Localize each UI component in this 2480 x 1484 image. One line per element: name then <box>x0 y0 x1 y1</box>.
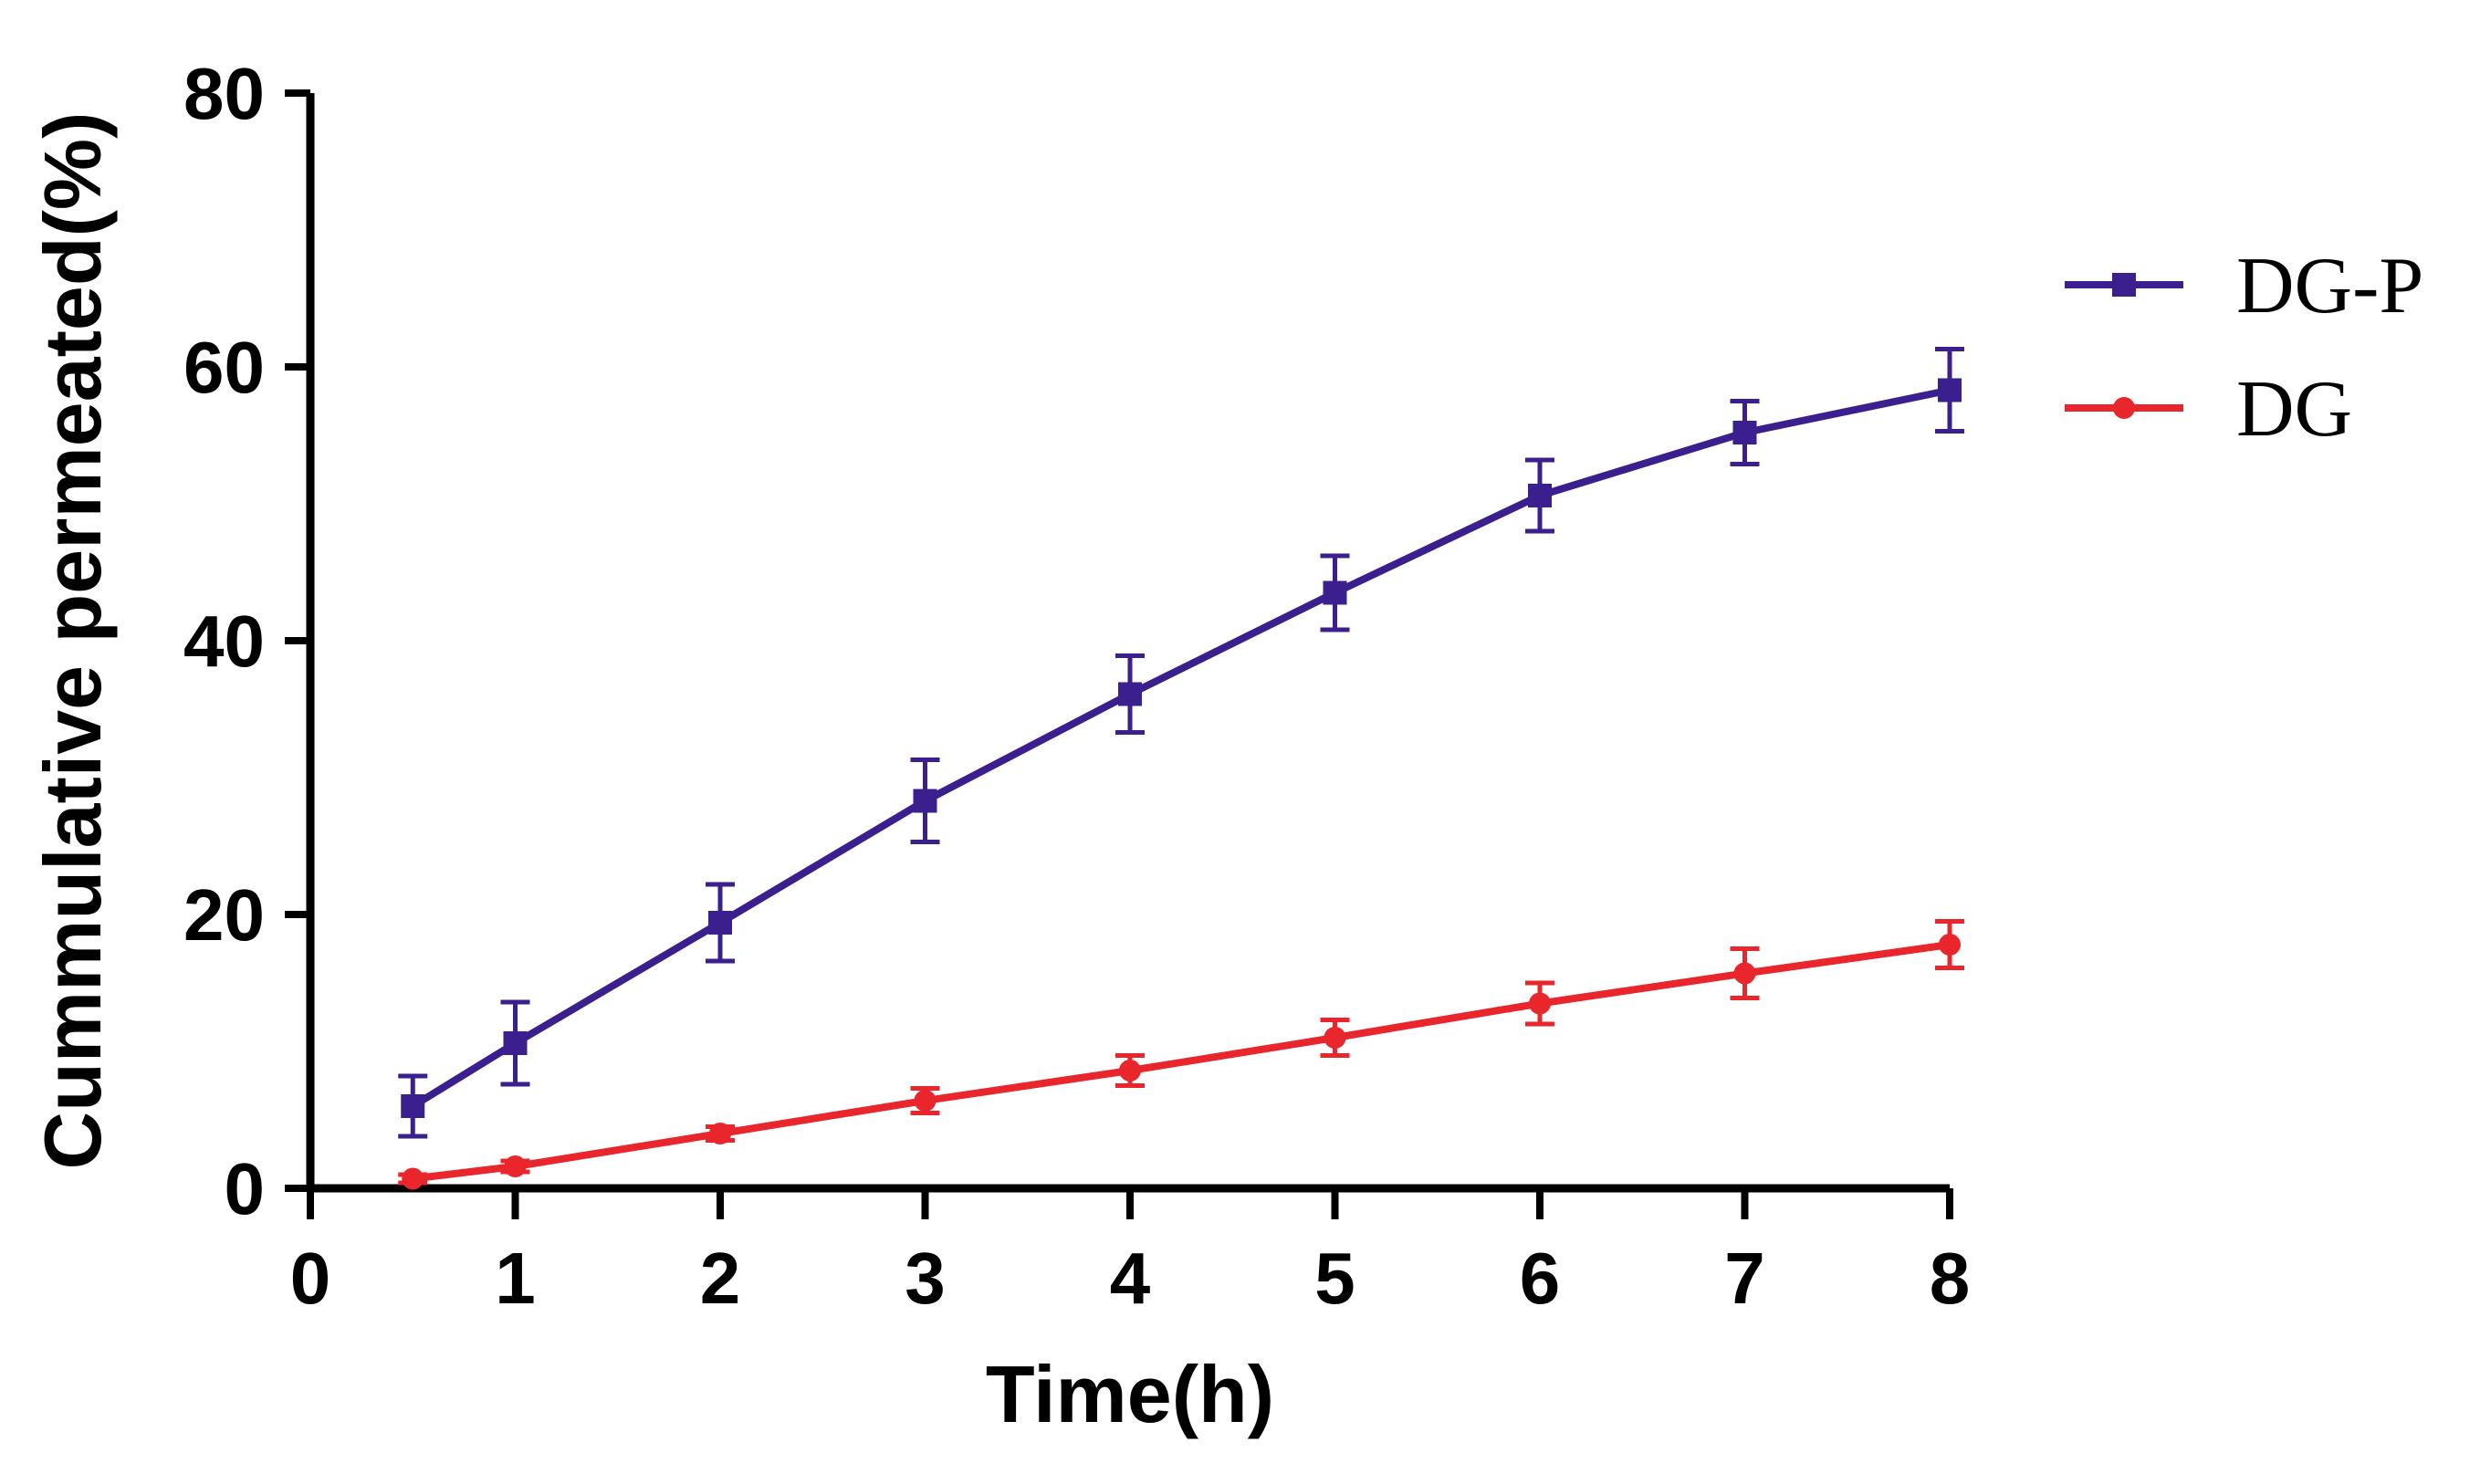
data-point <box>1939 934 1961 956</box>
y-tick-label: 20 <box>183 874 265 956</box>
x-tick-label: 3 <box>905 1238 946 1319</box>
data-point <box>1323 580 1347 605</box>
y-tick-label: 80 <box>183 53 265 134</box>
legend-item: DG-P <box>2065 242 2423 330</box>
legend: DG-P DG <box>2065 242 2423 454</box>
data-point <box>1733 962 1756 985</box>
data-point <box>503 1031 528 1055</box>
y-axis-title: Cummulative permeated(%) <box>27 112 118 1170</box>
data-point <box>1324 1027 1346 1049</box>
y-tick-label: 60 <box>183 327 265 408</box>
x-tick-label: 2 <box>700 1238 741 1319</box>
data-point <box>913 789 937 813</box>
x-ticks: 0 1 2 3 4 5 6 7 8 <box>290 1188 1971 1319</box>
x-tick-label: 4 <box>1110 1238 1151 1319</box>
x-tick-label: 8 <box>1930 1238 1971 1319</box>
data-point <box>401 1094 425 1118</box>
data-point <box>1529 992 1551 1015</box>
data-point <box>709 1123 731 1144</box>
data-point <box>1119 1060 1141 1082</box>
series-line <box>412 941 1951 1183</box>
data-point <box>1118 682 1142 706</box>
y-ticks: 0 20 40 60 80 <box>183 53 310 1229</box>
legend-marker <box>2113 397 2135 419</box>
legend-label: DG-P <box>2236 242 2423 330</box>
series-dg-p <box>398 347 1964 1139</box>
series-line <box>411 386 1951 1110</box>
x-tick-label: 6 <box>1520 1238 1561 1319</box>
x-tick-label: 5 <box>1314 1238 1355 1319</box>
series-layer <box>398 347 1964 1190</box>
y-tick-label: 0 <box>225 1148 266 1229</box>
data-point <box>1732 421 1757 444</box>
data-point <box>504 1155 527 1177</box>
x-tick-label: 0 <box>290 1238 331 1319</box>
data-point <box>1528 484 1552 507</box>
legend-item: DG <box>2065 365 2352 454</box>
x-axis-title: Time(h) <box>986 1349 1274 1439</box>
data-point <box>1938 378 1962 402</box>
data-point <box>708 911 732 935</box>
data-point <box>914 1090 937 1112</box>
y-tick-label: 40 <box>183 601 265 682</box>
legend-marker <box>2112 273 2136 297</box>
x-tick-label: 1 <box>495 1238 536 1319</box>
legend-label: DG <box>2236 365 2352 454</box>
data-point <box>402 1167 424 1190</box>
x-tick-label: 7 <box>1724 1238 1765 1319</box>
series-dg <box>398 919 1964 1190</box>
